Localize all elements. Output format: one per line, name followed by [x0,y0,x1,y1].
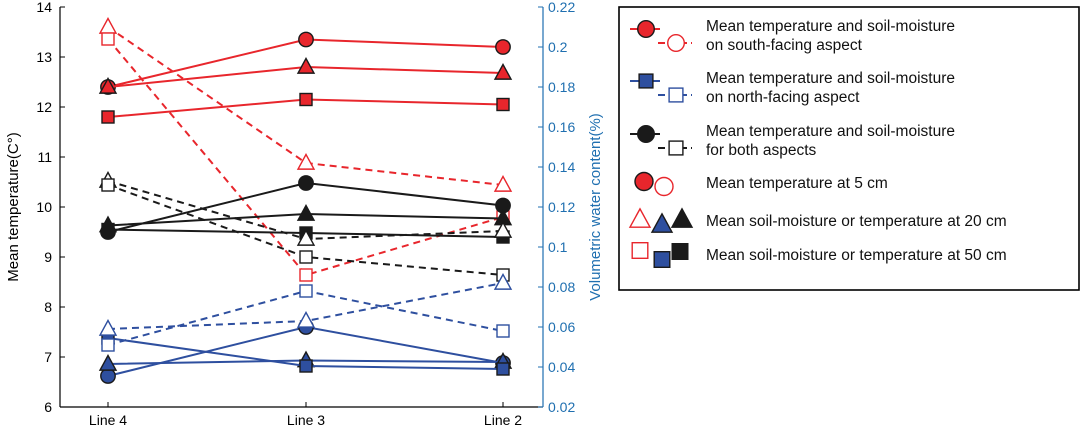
series [101,92,510,124]
data-point [493,63,513,80]
data-point [296,153,316,170]
data-point [98,319,118,336]
data-point [299,284,313,298]
data-point [296,311,316,328]
legend-marker [668,87,684,103]
data-point [298,31,314,48]
legend-label: Mean temperature and soil-moisture [706,18,955,35]
data-point [496,97,510,112]
legend-box [618,6,1080,291]
y-axis-left-title: Mean temperature(C°) [5,132,22,281]
data-point [496,362,510,376]
legend-marker [670,207,694,228]
legend-label: on north-facing aspect [706,89,860,106]
legend-entry: Mean temperature and soil-moisture on sou… [630,18,955,54]
y-right-tick-label: 0.2 [548,39,568,55]
data-point [299,92,313,107]
y-right-tick-label: 0.02 [548,399,575,415]
legend-marker [650,212,674,233]
legend-marker [653,250,671,268]
legend-marker [628,207,652,228]
y-right-tick-label: 0.08 [548,279,575,295]
legend-entry: Mean soil-moisture or temperature at 50 … [631,241,1007,268]
data-point [296,204,316,221]
y-left-tick-label: 9 [44,249,52,265]
series [98,17,513,192]
data-point [495,39,511,55]
legend-marker [637,125,655,143]
legend-entry: Mean temperature and soil-moisture for bo… [630,123,955,159]
data-point [299,250,313,264]
plot-axes: 6 7 8 9 10 11 12 13 14 0.02 0.04 0.06 0.08 0.1 0.12 0.1… [36,0,575,428]
plot-labels: Mean temperature(C°) Volumetric water co… [5,113,604,301]
y-right-tick-label: 0.06 [548,319,575,335]
y-left-tick-label: 12 [36,99,52,115]
legend-marker [668,140,684,156]
data-point [298,175,314,191]
legend-label: Mean temperature and soil-moisture [706,70,955,87]
y-right-tick-label: 0.16 [548,119,575,135]
data-point [296,57,316,74]
series [101,284,510,352]
data-point [299,359,313,373]
y-left-tick-label: 13 [36,49,52,65]
x-tick-label: Line 4 [89,412,127,428]
x-tick-label: Line 2 [484,412,522,428]
legend-marker [638,73,654,89]
data-point [493,273,513,290]
data-point [496,324,510,338]
legend-label: Mean temperature at 5 cm [706,175,888,192]
data-point [98,354,118,371]
data-point [493,221,513,238]
legend-label: Mean soil-moisture or temperature at 50 … [706,247,1007,264]
legend-entry: Mean temperature and soil-moisture on nor… [630,70,955,106]
y-left-tick-label: 10 [36,199,52,215]
y-right-tick-label: 0.04 [548,359,575,375]
y-right-tick-label: 0.14 [548,159,575,175]
x-tick-label: Line 3 [287,412,325,428]
legend-label: Mean temperature and soil-moisture [706,123,955,140]
y-left-tick-label: 11 [37,149,52,165]
legend-marker [631,241,649,259]
data-point [296,229,316,246]
data-point [493,175,513,192]
legend-marker [667,34,685,52]
y-right-tick-label: 0.18 [548,79,575,95]
y-left-tick-label: 6 [44,399,52,415]
data-point [101,178,115,192]
plot-series [98,17,513,384]
legend-marker [634,171,654,192]
data-point [101,338,115,352]
legend-marker [654,176,674,197]
legend-marker [671,242,689,260]
y-right-tick-label: 0.22 [548,0,575,15]
legend-entry: Mean temperature at 5 cm [634,171,888,197]
data-point [101,222,115,237]
y-left-tick-label: 8 [44,299,52,315]
data-point [98,77,118,94]
y-right-tick-label: 0.1 [548,239,568,255]
data-point [299,268,313,282]
legend-label: on south-facing aspect [706,37,863,54]
series [98,273,513,336]
legend-marker [637,20,655,38]
legend-entry: Mean soil-moisture or temperature at 20 … [628,207,1007,233]
y-axis-right-title: Volumetric water content(%) [587,113,604,301]
y-right-tick-label: 0.12 [548,199,575,215]
data-point [100,368,116,384]
data-point [98,17,118,34]
series [98,57,513,94]
legend-label: Mean soil-moisture or temperature at 20 … [706,213,1007,230]
y-left-tick-label: 7 [44,349,52,365]
legend: Mean temperature and soil-moisture on sou… [618,6,1080,291]
data-point [101,110,115,124]
data-point [101,32,115,46]
series [101,331,510,376]
legend-label: for both aspects [706,142,817,159]
y-left-tick-label: 14 [36,0,52,15]
